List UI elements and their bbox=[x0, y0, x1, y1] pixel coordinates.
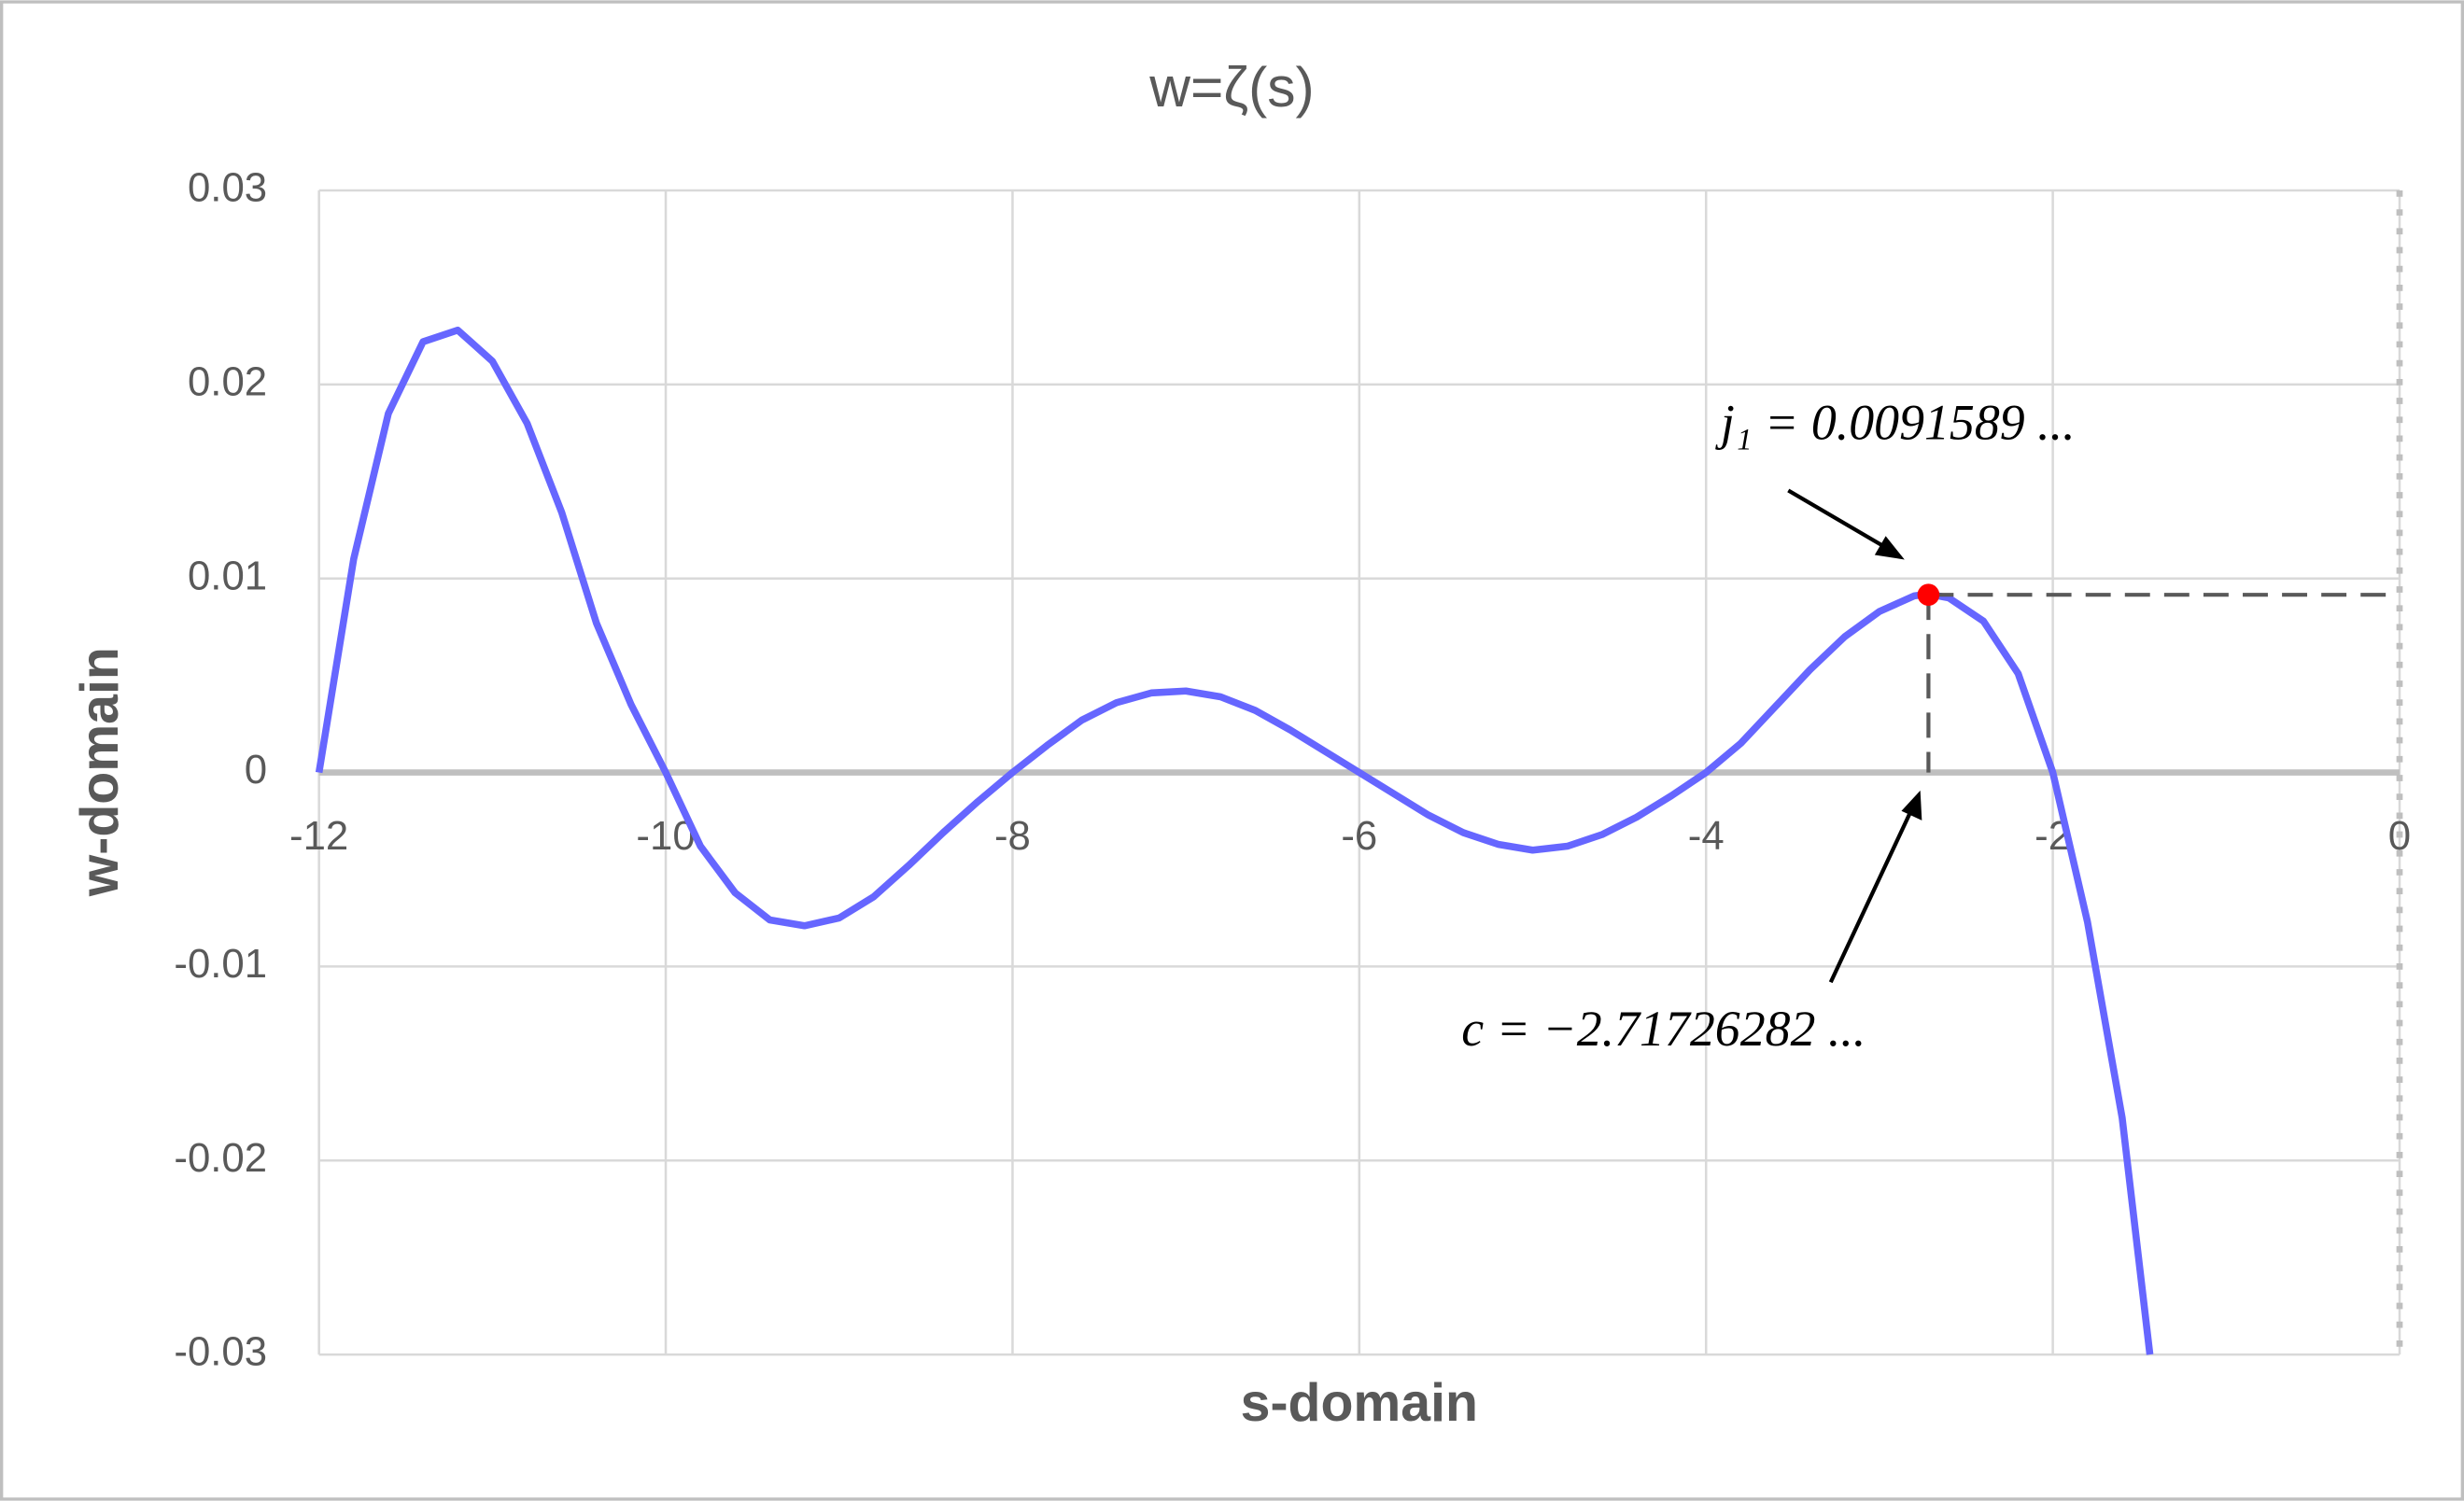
x-tick-label: -8 bbox=[994, 813, 1031, 859]
annotation-j1: j₁ = 0.0091589 ... bbox=[1715, 394, 2076, 450]
arrowhead bbox=[1874, 536, 1905, 560]
line-series bbox=[315, 326, 2154, 1355]
y-tick-label: 0.01 bbox=[188, 553, 267, 598]
x-tick-label: -4 bbox=[1688, 813, 1725, 859]
plot-area bbox=[315, 326, 2400, 1355]
arrow bbox=[1828, 807, 1915, 984]
y-axis-label: w-domain bbox=[70, 647, 130, 897]
y-tick-label: -0.02 bbox=[174, 1135, 267, 1181]
highlight-point bbox=[1917, 583, 1940, 606]
annotation-c: c = −2.71726282 ... bbox=[1461, 1001, 1866, 1057]
y-tick-label: -0.03 bbox=[174, 1329, 267, 1375]
x-tick-label: -12 bbox=[289, 813, 348, 859]
arrowhead bbox=[1901, 790, 1922, 821]
y-tick-label: 0.03 bbox=[188, 165, 267, 211]
x-axis-label: s-domain bbox=[1241, 1373, 1478, 1433]
y-tick-label: 0.02 bbox=[188, 358, 267, 404]
y-tick-label: 0 bbox=[245, 747, 267, 793]
x-tick-label: -6 bbox=[1341, 813, 1377, 859]
arrow bbox=[1787, 488, 1892, 553]
chart-title: w=ζ(s) bbox=[1148, 55, 1314, 119]
y-tick-label: -0.01 bbox=[174, 941, 267, 987]
